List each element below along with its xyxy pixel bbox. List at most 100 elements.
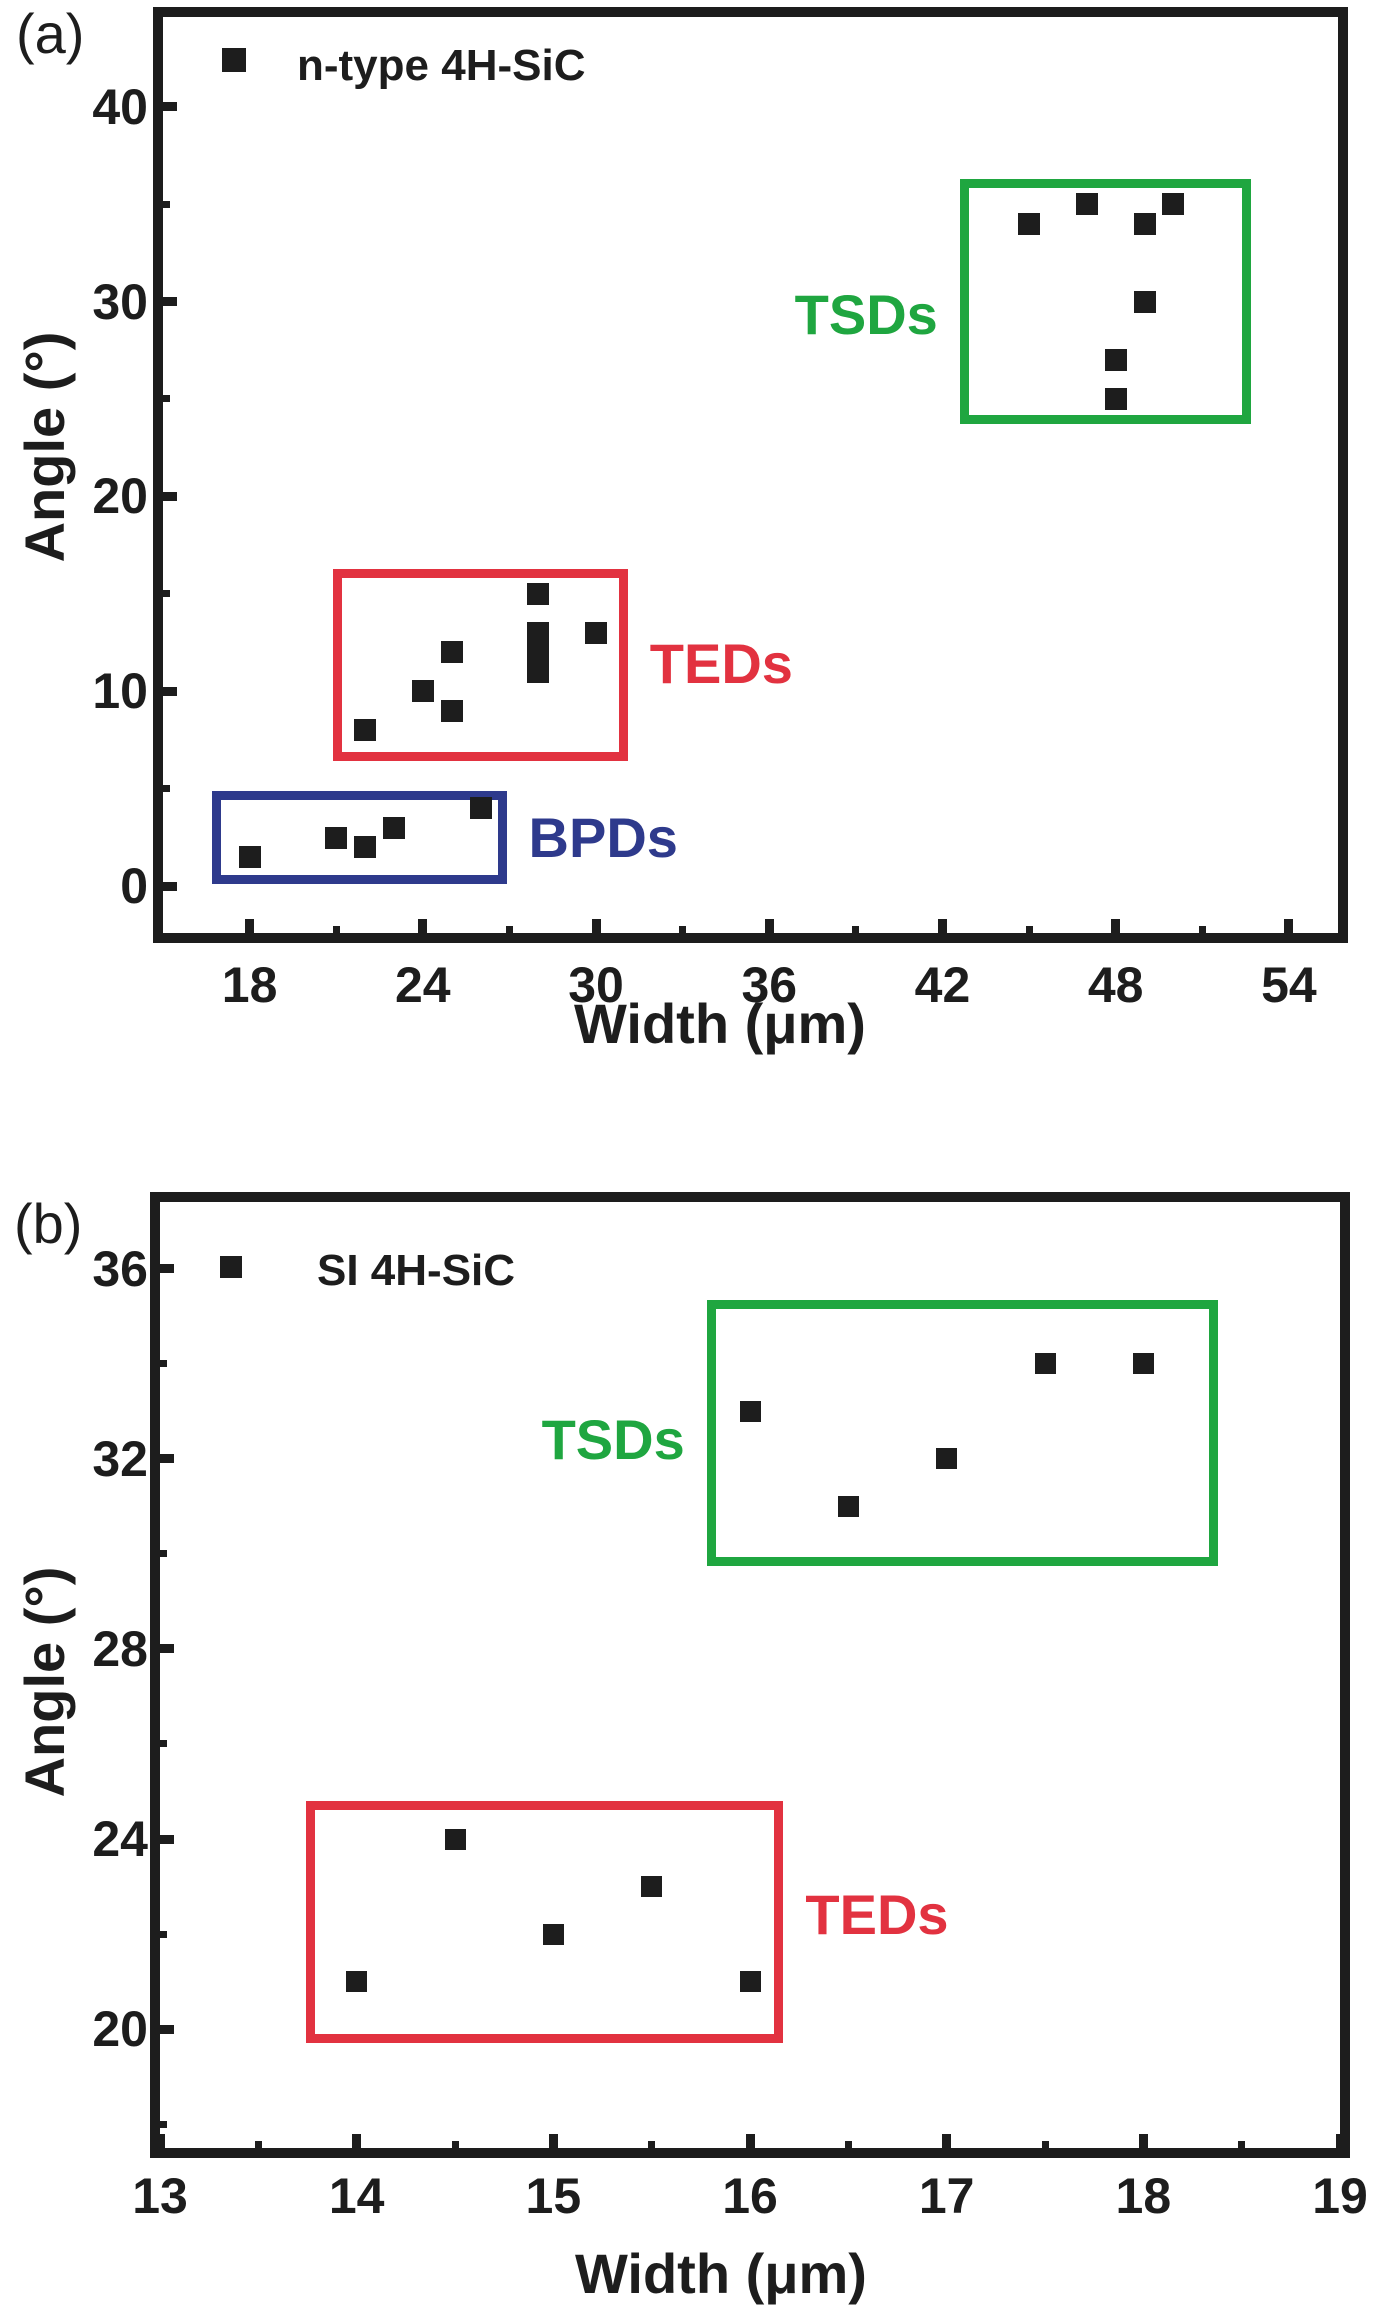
panel-a-data-point-tsds (1075, 193, 1098, 216)
bpds-box-label-panel-a: BPDs (528, 805, 678, 869)
tsds-box-label-panel-a: TSDs (794, 283, 938, 347)
panel-b-y-major-tick (160, 1454, 174, 1464)
panel-a-data-point-tsds (1162, 193, 1185, 216)
panel-a-x-tick-label: 42 (914, 957, 971, 1013)
panel-a-data-point-teds (585, 621, 608, 644)
panel-a-x-major-tick (245, 919, 255, 933)
panel-b-x-major-tick (155, 2134, 165, 2148)
panel-a-x-tick-label: 24 (395, 957, 451, 1013)
panel-b-y-tick-label: 36 (92, 1240, 148, 1297)
panel-b-y-minor-tick (160, 1360, 167, 1368)
panel-a-data-point-teds (527, 582, 550, 605)
panel-a-x-major-tick (591, 919, 601, 933)
panel-b-y-tick-label: 24 (92, 1811, 148, 1867)
panel-b-data-point-teds (641, 1876, 663, 1898)
panel-a-x-tick-label: 36 (741, 957, 798, 1013)
tsds-box-panel-a (959, 178, 1252, 425)
panel-a-data-point-bpds (354, 836, 377, 859)
panel-a-x-tick-label: 54 (1261, 957, 1317, 1013)
panel-b-y-minor-tick (160, 2120, 167, 2128)
panel-b-x-tick-label: 17 (918, 2168, 975, 2224)
panel-b-x-tick-label: 18 (1115, 2168, 1172, 2224)
panel-b-data-point-tsds (739, 1400, 761, 1422)
panel-b-data-point-teds (346, 1971, 368, 1993)
panel-a-data-point-teds (527, 660, 550, 683)
panel-a-data-point-teds (354, 719, 377, 742)
panel-a-x-minor-tick (852, 926, 860, 933)
panel-b-x-major-tick (942, 2134, 952, 2148)
panel-b-x-minor-tick (451, 2141, 459, 2148)
panel-b-data-point-teds (444, 1828, 466, 1850)
panel-b-y-tick-label: 20 (92, 2001, 148, 2058)
panel-a-x-major-tick (1284, 919, 1294, 933)
panel-a-x-minor-tick (332, 926, 340, 933)
panel-a-data-point-teds (440, 699, 463, 722)
panel-b-plot-frame (150, 1192, 1350, 2158)
panel-a-x-major-tick (764, 919, 774, 933)
panel-a-y-tick-label: 10 (92, 663, 148, 720)
panel-b-y-major-tick (160, 1834, 174, 1844)
panel-b-x-tick-label: 15 (525, 2168, 582, 2224)
panel-b-x-minor-tick (1041, 2141, 1049, 2148)
panel-b-data-point-teds (739, 1971, 761, 1993)
panel-a-x-tick-label: 30 (568, 957, 624, 1013)
panel-b-data-point-tsds (1034, 1353, 1056, 1375)
panel-a-data-point-tsds (1133, 290, 1156, 313)
panel-b-y-tick-label: 28 (92, 1620, 148, 1677)
panel-a-x-major-tick (937, 919, 947, 933)
panel-a-y-major-tick (163, 491, 177, 501)
panel-a-legend-marker-icon (222, 48, 246, 72)
panel-b-y-minor-tick (160, 1740, 167, 1748)
panel-b-x-major-tick (352, 2134, 362, 2148)
panel-a-data-point-bpds (325, 826, 348, 849)
panel-a-y-major-tick (163, 102, 177, 112)
panel-b-y-minor-tick (160, 1550, 167, 1558)
panel-a-y-major-tick (163, 686, 177, 696)
panel-b-legend-marker-icon (220, 1256, 242, 1278)
panel-b-x-tick-label: 13 (132, 2168, 188, 2224)
panel-a-y-minor-tick (163, 200, 170, 208)
panel-a-data-point-bpds (469, 797, 492, 820)
panel-b-x-minor-tick (648, 2141, 656, 2148)
panel-a-y-tick-label: 30 (92, 273, 148, 330)
panel-a-x-tick-label: 48 (1087, 957, 1144, 1013)
panel-b-y-major-tick (160, 2024, 174, 2034)
panel-a-data-point-bpds (238, 845, 261, 868)
teds-box-panel-a (333, 568, 628, 762)
panel-b-label: (b) (14, 1192, 83, 1255)
panel-a-x-tick-label: 18 (221, 957, 278, 1013)
panel-b-x-major-tick (1138, 2134, 1148, 2148)
panel-b-y-tick-label: 32 (92, 1430, 148, 1487)
panel-a-data-point-tsds (1104, 387, 1127, 410)
panel-b-legend-label: SI 4H-SiC (317, 1246, 516, 1295)
panel-b-x-tick-label: 19 (1312, 2168, 1368, 2224)
panel-b-x-axis-label: Width (μm) (575, 2242, 867, 2305)
panel-b-y-axis-label: Angle (°) (13, 1566, 76, 1798)
panel-b-x-tick-label: 14 (328, 2168, 385, 2224)
panel-a-data-point-teds (527, 621, 550, 644)
panel-b-x-major-tick (1335, 2134, 1345, 2148)
panel-a-y-minor-tick (163, 395, 170, 403)
panel-a-y-tick-label: 0 (120, 858, 148, 915)
panel-a-y-axis-label: Angle (°) (13, 331, 76, 563)
panel-a-data-point-tsds (1018, 212, 1041, 235)
panel-b-x-major-tick (548, 2134, 558, 2148)
panel-b-y-major-tick (160, 1264, 174, 1274)
teds-box-panel-b (305, 1800, 784, 2044)
panel-b-y-minor-tick (160, 1930, 167, 1938)
panel-b-data-point-teds (542, 1923, 564, 1945)
tsds-box-panel-b (706, 1300, 1219, 1566)
panel-b-x-tick-label: 16 (722, 2168, 778, 2224)
panel-a-data-point-teds (440, 641, 463, 664)
tsds-box-label-panel-b: TSDs (541, 1407, 685, 1471)
panel-a-x-major-tick (418, 919, 428, 933)
panel-a-x-minor-tick (505, 926, 513, 933)
panel-b-data-point-tsds (1132, 1353, 1154, 1375)
panel-a-data-point-tsds (1104, 349, 1127, 371)
panel-b-x-minor-tick (254, 2141, 262, 2148)
panel-a-data-point-teds (411, 680, 434, 703)
panel-a-x-axis-label: Width (μm) (574, 992, 866, 1055)
panel-a-y-minor-tick (163, 785, 170, 793)
panel-a-y-minor-tick (163, 590, 170, 598)
